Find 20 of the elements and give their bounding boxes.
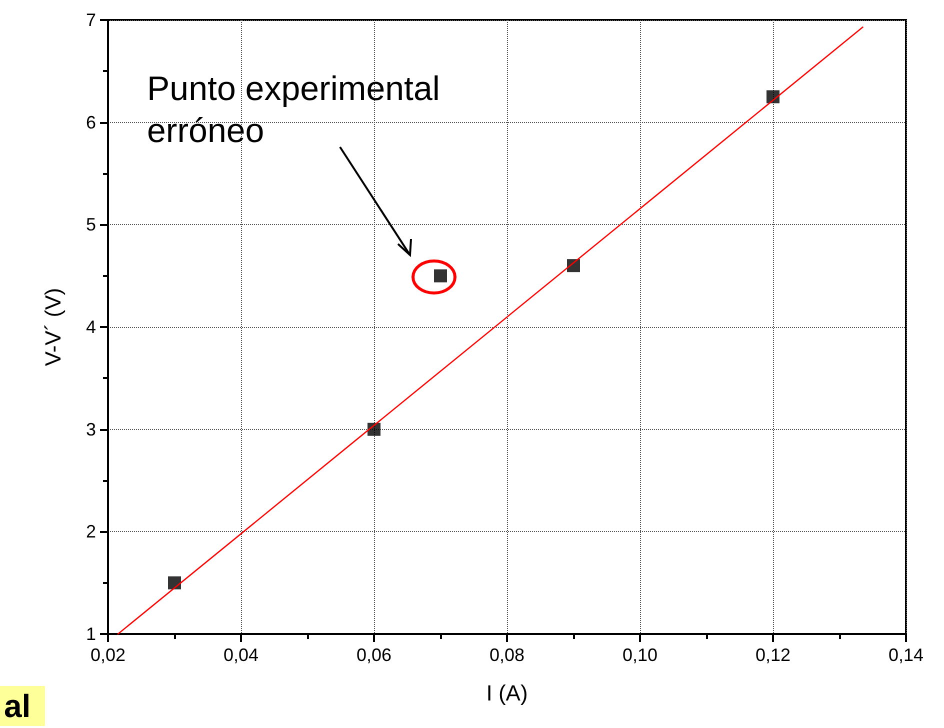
x-tick-label: 0,06 xyxy=(356,645,392,665)
y-axis-title: V-V´ (V) xyxy=(40,288,66,366)
x-tick-label: 0,12 xyxy=(755,645,791,665)
text: al xyxy=(0,686,45,726)
annotation: Punto experimental erróneo xyxy=(147,69,440,152)
y-tick-label: 3 xyxy=(86,419,96,440)
x-tick-label: 0,08 xyxy=(489,645,525,665)
x-tick-label: 0,14 xyxy=(888,645,924,665)
y-tick-label: 2 xyxy=(86,522,96,542)
y-tick-label: 1 xyxy=(86,624,96,644)
x-tick-label: 0,10 xyxy=(622,645,658,665)
x-tick-label: 0,04 xyxy=(223,645,259,665)
point xyxy=(168,576,181,590)
x-tick-label: 0,02 xyxy=(90,645,126,665)
y-tick-label: 4 xyxy=(86,317,96,337)
y-tick-label: 5 xyxy=(86,214,96,235)
y-tick-label: 7 xyxy=(86,10,96,30)
y-tick-label: 6 xyxy=(86,112,96,132)
point xyxy=(368,422,380,436)
x-axis-title: I (A) xyxy=(486,680,528,706)
